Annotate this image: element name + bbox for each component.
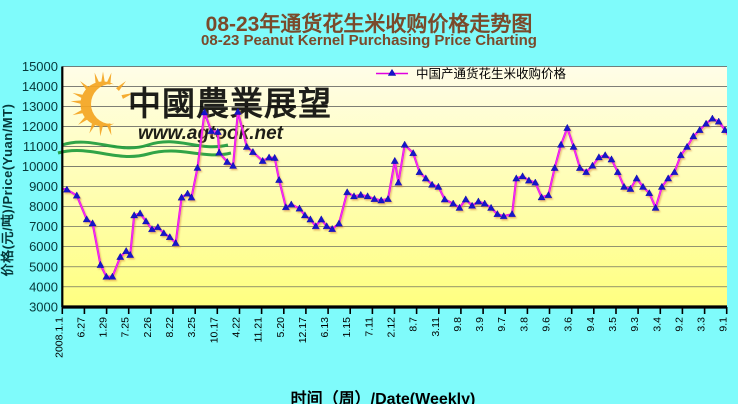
svg-text:14000: 14000 <box>22 79 58 94</box>
svg-text:9.1: 9.1 <box>718 317 730 332</box>
svg-text:2.26: 2.26 <box>142 317 154 338</box>
svg-text:9.4: 9.4 <box>585 317 597 332</box>
svg-text:6.13: 6.13 <box>319 317 331 338</box>
svg-text:13000: 13000 <box>22 99 58 114</box>
svg-text:中国产通货花生米收购价格: 中国产通货花生米收购价格 <box>416 66 567 81</box>
svg-text:5.20: 5.20 <box>275 317 287 338</box>
svg-text:7000: 7000 <box>29 219 58 234</box>
svg-text:9.2: 9.2 <box>673 317 685 332</box>
svg-text:5000: 5000 <box>29 259 58 274</box>
svg-text:11.21: 11.21 <box>253 317 265 343</box>
svg-text:11000: 11000 <box>23 139 58 154</box>
svg-text:2008.1.1: 2008.1.1 <box>53 317 65 358</box>
svg-text:8000: 8000 <box>29 199 58 214</box>
svg-text:中國農業展望: 中國農業展望 <box>128 86 332 123</box>
svg-text:3.4: 3.4 <box>651 317 663 332</box>
svg-text:4000: 4000 <box>29 279 58 294</box>
svg-text:12.17: 12.17 <box>297 317 309 343</box>
svg-text:3.11: 3.11 <box>430 317 442 337</box>
svg-text:价格(元/吨)/Price(Yuan/MT): 价格(元/吨)/Price(Yuan/MT) <box>0 104 15 277</box>
svg-text:3.5: 3.5 <box>607 317 619 332</box>
svg-text:1.29: 1.29 <box>98 317 110 338</box>
svg-text:4.22: 4.22 <box>231 317 243 338</box>
svg-text:6000: 6000 <box>29 239 58 254</box>
svg-text:1.15: 1.15 <box>341 317 353 338</box>
svg-text:7.11: 7.11 <box>363 317 375 337</box>
svg-text:9.8: 9.8 <box>452 317 464 332</box>
svg-text:9000: 9000 <box>29 179 58 194</box>
svg-text:7.25: 7.25 <box>120 317 132 338</box>
svg-text:9.6: 9.6 <box>541 317 553 332</box>
svg-text:3.6: 3.6 <box>563 317 575 332</box>
svg-text:2.12: 2.12 <box>386 317 398 338</box>
svg-text:3.25: 3.25 <box>186 317 198 338</box>
svg-text:10000: 10000 <box>22 159 58 174</box>
svg-text:3000: 3000 <box>29 299 58 314</box>
svg-text:3.3: 3.3 <box>696 317 708 332</box>
svg-text:8.7: 8.7 <box>408 317 420 332</box>
svg-text:10.17: 10.17 <box>208 317 220 343</box>
svg-text:3.8: 3.8 <box>518 317 530 332</box>
svg-text:15000: 15000 <box>22 59 58 74</box>
svg-text:9.3: 9.3 <box>629 317 641 332</box>
svg-text:9.7: 9.7 <box>496 317 508 332</box>
svg-text:8.22: 8.22 <box>164 317 176 338</box>
svg-text:3.9: 3.9 <box>474 317 486 332</box>
svg-text:12000: 12000 <box>22 119 58 134</box>
svg-text:6.27: 6.27 <box>75 317 87 338</box>
